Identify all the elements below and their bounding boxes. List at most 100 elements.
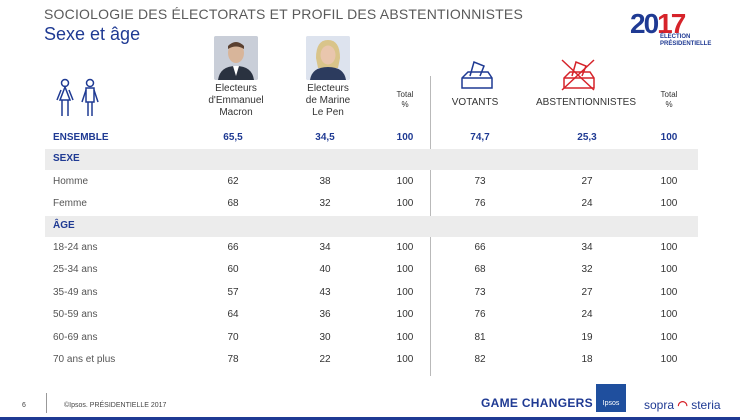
sopra-steria-logo: sopra ◠ steria — [644, 398, 721, 412]
cell-total-b: 100 — [660, 242, 678, 253]
cell-votants: 76 — [474, 198, 486, 209]
cell-macron: 62 — [227, 176, 239, 187]
cell-total-a: 100 — [396, 242, 414, 253]
lepen-photo — [306, 36, 350, 80]
row-label: 25-34 ans — [53, 264, 98, 275]
row-label: 60-69 ans — [53, 332, 98, 343]
cell-votants: 76 — [474, 309, 486, 320]
cell-macron: 70 — [227, 332, 239, 343]
cell-total-a: 100 — [396, 332, 414, 343]
cell-lepen: 22 — [319, 354, 331, 365]
cell-total-a: 100 — [396, 264, 414, 275]
cell-lepen: 34,5 — [315, 132, 335, 143]
cell-abst: 27 — [581, 287, 593, 298]
row-label: ENSEMBLE — [53, 132, 109, 143]
person-silhouette-icon — [306, 36, 350, 80]
logo-line1: ÉLECTION — [660, 34, 691, 40]
col-head-votants: VOTANTS — [451, 97, 499, 108]
table-row: 50-59 ans 64 36 100 76 24 100 — [45, 305, 698, 326]
cell-votants: 66 — [474, 242, 486, 253]
cell-votants: 73 — [474, 287, 486, 298]
cell-abst: 18 — [581, 354, 593, 365]
table-row: Femme 68 32 100 76 24 100 — [45, 194, 698, 215]
election-logo: 2017 ÉLECTION PRÉSIDENTIELLE — [630, 8, 712, 58]
section-label: ÂGE — [53, 220, 75, 231]
cell-total-a: 100 — [396, 354, 414, 365]
col-head-total-a: Total % — [396, 90, 414, 109]
cell-total-b: 100 — [660, 309, 678, 320]
cell-abst: 34 — [581, 242, 593, 253]
header: SOCIOLOGIE DES ÉLECTORATS ET PROFIL DES … — [44, 6, 523, 45]
cell-lepen: 30 — [319, 332, 331, 343]
table-row: 18-24 ans 66 34 100 66 34 100 — [45, 238, 698, 259]
cell-lepen: 34 — [319, 242, 331, 253]
cell-abst: 19 — [581, 332, 593, 343]
cell-abst: 24 — [581, 198, 593, 209]
cell-votants: 68 — [474, 264, 486, 275]
page-subtitle: Sexe et âge — [44, 24, 141, 44]
page-title: SOCIOLOGIE DES ÉLECTORATS ET PROFIL DES … — [44, 6, 524, 22]
cell-macron: 66 — [227, 242, 239, 253]
table-row: 60-69 ans 70 30 100 81 19 100 — [45, 328, 698, 349]
table-row: 70 ans et plus 78 22 100 82 18 100 — [45, 350, 698, 371]
person-silhouette-icon — [214, 36, 258, 80]
col-head-lepen: Electeurs de Marine Le Pen — [305, 83, 351, 118]
row-label: Homme — [53, 176, 89, 187]
table-row: 25-34 ans 60 40 100 68 32 100 — [45, 260, 698, 281]
cell-total-b: 100 — [660, 198, 678, 209]
table-row: Homme 62 38 100 73 27 100 — [45, 172, 698, 193]
cell-abst: 32 — [581, 264, 593, 275]
cell-lepen: 36 — [319, 309, 331, 320]
cell-abst: 25,3 — [577, 132, 597, 143]
footer-bar — [0, 417, 740, 420]
col-head-abstentionnistes: ABSTENTIONNISTES — [536, 97, 637, 108]
cell-macron: 68 — [227, 198, 239, 209]
row-label: 35-49 ans — [53, 287, 98, 298]
copyright: ©Ipsos. PRÉSIDENTIELLE 2017 — [64, 402, 167, 409]
cell-total-b: 100 — [660, 132, 678, 143]
cell-votants: 82 — [474, 354, 486, 365]
ensemble-row: ENSEMBLE 65,5 34,5 100 74,7 25,3 100 — [45, 128, 698, 149]
cell-total-a: 100 — [396, 287, 414, 298]
cell-abst: 27 — [581, 176, 593, 187]
col-head-total-b: Total % — [660, 90, 678, 109]
cell-macron: 60 — [227, 264, 239, 275]
ballot-box-icon — [461, 60, 493, 89]
cell-abst: 24 — [581, 309, 593, 320]
cell-macron: 78 — [227, 354, 239, 365]
cell-total-b: 100 — [660, 287, 678, 298]
cell-macron: 64 — [227, 309, 239, 320]
cell-total-b: 100 — [660, 264, 678, 275]
section-label: SEXE — [53, 153, 80, 164]
cell-lepen: 40 — [319, 264, 331, 275]
macron-photo — [214, 36, 258, 80]
cell-lepen: 43 — [319, 287, 331, 298]
cell-total-a: 100 — [396, 198, 414, 209]
ipsos-logo: Ipsos — [596, 384, 626, 412]
cell-macron: 57 — [227, 287, 239, 298]
logo-year-b: 17 — [657, 8, 686, 39]
cell-total-a: 100 — [396, 176, 414, 187]
ballot-box-crossed-icon — [561, 59, 595, 91]
row-label: 70 ans et plus — [53, 354, 116, 365]
cell-votants: 73 — [474, 176, 486, 187]
cell-total-b: 100 — [660, 354, 678, 365]
table-row: 35-49 ans 57 43 100 73 27 100 — [45, 283, 698, 304]
cell-total-b: 100 — [660, 176, 678, 187]
cell-lepen: 32 — [319, 198, 331, 209]
section-sexe: SEXE — [45, 149, 698, 170]
logo-line2: PRÉSIDENTIELLE — [660, 41, 712, 47]
page-number: 6 — [22, 402, 26, 409]
row-label: Femme — [53, 198, 87, 209]
cell-lepen: 38 — [319, 176, 331, 187]
cell-macron: 65,5 — [223, 132, 243, 143]
col-head-macron: Electeurs d'Emmanuel Macron — [208, 83, 264, 118]
logo-year-a: 20 — [630, 8, 659, 39]
gender-icon — [56, 78, 99, 116]
game-changers-logo: GAME CHANGERS — [481, 396, 593, 410]
cell-total-a: 100 — [396, 309, 414, 320]
cell-total-a: 100 — [396, 132, 414, 143]
row-label: 18-24 ans — [53, 242, 98, 253]
cell-votants: 81 — [474, 332, 486, 343]
cell-total-b: 100 — [660, 332, 678, 343]
